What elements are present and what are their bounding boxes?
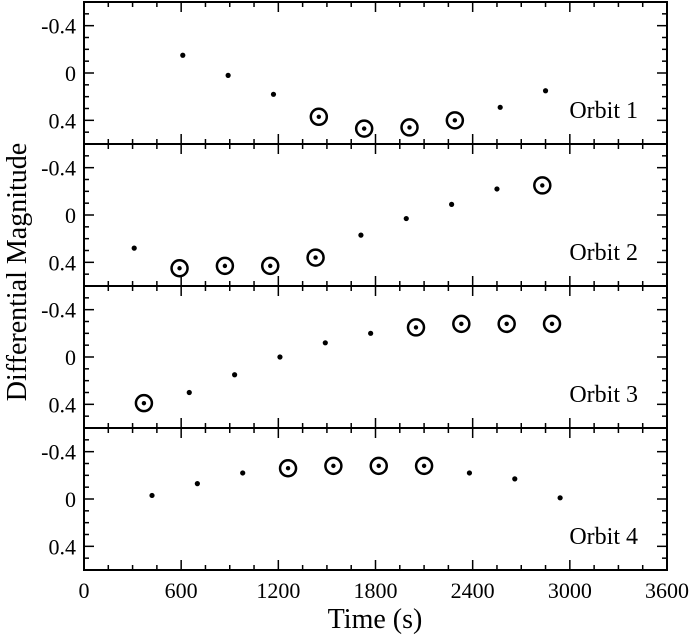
data-point: [277, 354, 283, 360]
orbit-label: Orbit 4: [569, 524, 638, 550]
x-tick-label: 1800: [354, 578, 398, 603]
data-point: [542, 88, 549, 94]
panel-orbit-4: -0.4 0 0.4 Orbit 4: [41, 427, 668, 571]
orbit-label: Orbit 2: [569, 240, 638, 266]
data-point-circled: [533, 176, 552, 195]
x-tick-label: 600: [165, 578, 198, 603]
panel-orbit-2: -0.4 0 0.4 Orbit 2: [41, 143, 668, 287]
data-point-circled: [497, 314, 516, 334]
y-tick-label: 0.4: [49, 108, 77, 133]
y-tick-label: -0.4: [41, 298, 76, 323]
data-point: [557, 495, 563, 501]
data-point: [225, 72, 231, 78]
data-point: [497, 104, 503, 110]
data-point-circled: [260, 256, 280, 276]
data-point-circled: [445, 111, 465, 130]
data-point-circled: [309, 107, 329, 127]
data-point: [186, 389, 192, 396]
orbit-label: Orbit 1: [569, 98, 638, 124]
data-point-circled: [452, 314, 471, 334]
data-point-circled: [306, 248, 325, 267]
data-point: [194, 481, 200, 487]
y-tick-label: 0: [65, 61, 76, 86]
y-tick-label: -0.4: [41, 14, 76, 39]
data-point-circled: [400, 118, 419, 137]
orbit-label: Orbit 3: [569, 382, 638, 408]
data-point-circled: [354, 119, 374, 138]
y-tick-label: 0: [65, 203, 76, 228]
data-point: [149, 492, 155, 499]
data-point: [240, 470, 246, 476]
y-tick-label: 0: [65, 487, 76, 512]
data-point: [322, 340, 328, 346]
data-point-circled: [542, 314, 562, 334]
panels: -0.4 0 0.4 Orbit 1 -0.4 0 0.4 Orbit 2 -0.4 0 0.4 Or…: [41, 1, 668, 571]
data-point: [180, 52, 186, 58]
y-tick-label: 0: [65, 345, 76, 370]
data-point-circled: [406, 318, 426, 337]
y-tick-label: -0.4: [41, 440, 76, 465]
x-tick-label: 0: [79, 578, 90, 603]
panel-orbit-3: -0.4 0 0.4 Orbit 3: [41, 285, 668, 429]
data-point-circled: [215, 256, 235, 276]
data-point-circled: [324, 456, 343, 476]
data-point-circled: [414, 456, 434, 476]
y-tick-label: 0.4: [49, 250, 77, 275]
x-tick-label: 2400: [451, 578, 495, 603]
data-point: [512, 476, 518, 482]
x-tick-label: 3000: [548, 578, 592, 603]
x-tick-label: 3600: [645, 578, 689, 603]
data-point: [449, 201, 455, 207]
data-point-circled: [170, 259, 189, 278]
data-point-circled: [278, 458, 298, 478]
x-axis-tick-labels: 0 600 1200 1800 2400 3000 3600: [79, 578, 690, 603]
data-point: [403, 215, 409, 222]
x-axis-label: Time (s): [328, 604, 423, 635]
y-tick-label: 0.4: [49, 534, 77, 559]
y-axis-label: Differential Magnitude: [2, 143, 33, 401]
data-point: [466, 470, 473, 476]
data-point: [494, 186, 500, 192]
panel-orbit-1: -0.4 0 0.4 Orbit 1: [41, 1, 668, 145]
data-point-circled: [369, 456, 388, 476]
y-tick-label: -0.4: [41, 156, 76, 181]
data-point: [358, 232, 364, 238]
data-point: [270, 91, 277, 97]
data-point: [368, 330, 374, 336]
y-tick-label: 0.4: [49, 392, 77, 417]
data-point-circled: [134, 393, 154, 413]
data-point: [232, 372, 238, 378]
data-point: [131, 245, 137, 251]
x-tick-label: 1200: [256, 578, 300, 603]
